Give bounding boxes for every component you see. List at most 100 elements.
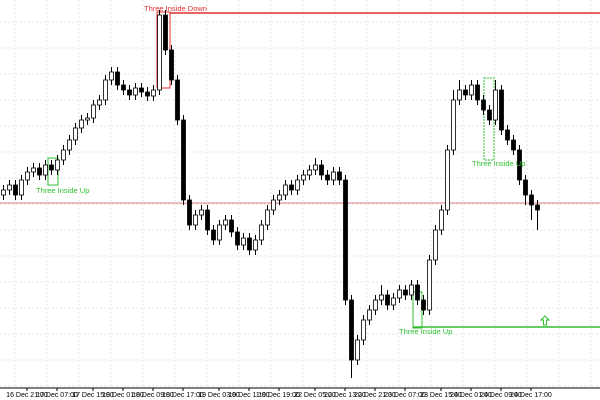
candle-body: [289, 184, 294, 191]
candle-body: [427, 259, 432, 311]
candle-body: [253, 239, 258, 251]
x-tick-label: 24 Dec 09:00: [480, 392, 522, 399]
candle-body: [73, 127, 78, 141]
grid: [0, 0, 600, 388]
candle-body: [373, 299, 378, 311]
candle-body: [295, 179, 300, 191]
candle-body: [469, 84, 474, 96]
annotation: Three Inside Down: [144, 4, 207, 13]
candle-body: [511, 139, 516, 151]
candle-body: [505, 129, 510, 141]
x-tick-label: 23 Dec 15:00: [420, 392, 462, 399]
candle-body: [169, 49, 174, 81]
candle-body: [61, 149, 66, 161]
candle-body: [421, 299, 426, 311]
candle-body: [337, 171, 342, 181]
candle-body: [175, 79, 180, 121]
candle-body: [205, 209, 210, 231]
candle-body: [103, 79, 108, 101]
candle-body: [139, 87, 144, 93]
candle-body: [445, 149, 450, 211]
candle-body: [97, 99, 102, 106]
x-tick-label: 17 Dec 15:00: [72, 392, 114, 399]
candle-body: [277, 194, 282, 201]
candle-body: [163, 14, 168, 51]
candle-body: [487, 109, 492, 121]
candle-body: [127, 89, 132, 96]
candle-body: [439, 209, 444, 231]
candle-body: [331, 171, 336, 181]
candle-body: [343, 179, 348, 301]
candle-body: [223, 219, 228, 226]
x-tick-label: 24 Dec 01:00: [450, 392, 492, 399]
candle-body: [217, 224, 222, 241]
candle-body: [19, 179, 24, 196]
candle-body: [529, 194, 534, 206]
candle-body: [91, 104, 96, 119]
candle-body: [517, 149, 522, 181]
candle-body: [121, 84, 126, 91]
candle-body: [109, 71, 114, 81]
candle-body: [457, 89, 462, 101]
candle-body: [475, 84, 480, 101]
candle-body: [55, 159, 60, 171]
candle-body: [157, 14, 162, 91]
annotation: Three Inside Up: [399, 327, 452, 336]
candle-body: [391, 297, 396, 306]
candle-body: [379, 294, 384, 301]
candle-body: [187, 199, 192, 226]
annotation: Three Inside Up: [472, 159, 525, 168]
candle-body: [85, 117, 90, 121]
candle-body: [145, 91, 150, 97]
x-tick-label: 18 Dec 01:00: [102, 392, 144, 399]
x-tick-label: 23 Dec 07:00: [384, 392, 426, 399]
candle-body: [403, 289, 408, 296]
x-tick-label: 24 Dec 17:00: [510, 392, 552, 399]
candle-body: [283, 184, 288, 196]
candle-body: [535, 204, 540, 211]
candle-body: [415, 284, 420, 301]
candle-body: [463, 89, 468, 96]
x-tick-label: 17 Dec 07:00: [36, 392, 78, 399]
x-tick-label: 22 Dec 05:00: [294, 392, 336, 399]
candle-body: [7, 184, 12, 191]
candle-body: [307, 169, 312, 176]
candle-body: [229, 219, 234, 233]
candle-body: [409, 284, 414, 296]
x-tick-label: 22 Dec 21:00: [354, 392, 396, 399]
candle-body: [235, 231, 240, 246]
annotation: Three Inside Up: [36, 186, 89, 195]
x-tick-label: 19 Dec 03:00: [198, 392, 240, 399]
candle-body: [133, 87, 138, 96]
candle-body: [211, 229, 216, 241]
candle-body: [259, 224, 264, 241]
candle-body: [79, 119, 84, 129]
candle-body: [271, 199, 276, 211]
candle-body: [361, 319, 366, 341]
candle-body: [397, 289, 402, 299]
candle-body: [1, 189, 6, 196]
candle-body: [481, 99, 486, 111]
x-tick-label: 22 Dec 13:00: [324, 392, 366, 399]
candle-body: [499, 89, 504, 131]
candle-body: [13, 184, 18, 196]
candle-body: [115, 71, 120, 86]
candle-body: [43, 164, 48, 176]
candle-body: [493, 89, 498, 121]
candle-body: [265, 209, 270, 226]
candle-body: [31, 167, 36, 173]
candle-body: [301, 174, 306, 181]
candle-body: [355, 339, 360, 361]
x-tick-label: 18 Dec 09:00: [132, 392, 174, 399]
arrow-up: [539, 315, 551, 326]
candle-body: [313, 164, 318, 171]
x-tick-label: 18 Dec 17:00: [162, 392, 204, 399]
candle-body: [151, 89, 156, 97]
candle-body: [193, 214, 198, 226]
candle-body: [325, 174, 330, 181]
candle-body: [385, 294, 390, 306]
x-tick-label: 16 Dec 21:00: [6, 392, 48, 399]
candle-body: [433, 229, 438, 261]
